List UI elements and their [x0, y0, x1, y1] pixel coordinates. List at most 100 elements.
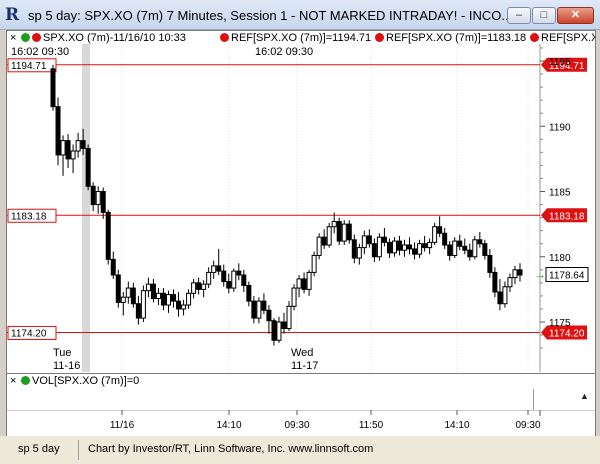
candle-body: [291, 287, 297, 307]
candle-body: [346, 223, 352, 241]
candle-body: [507, 277, 513, 288]
candle-body: [115, 274, 121, 303]
window-title: sp 5 day: SPX.XO (7m) 7 Minutes, Session…: [28, 8, 513, 23]
candle-body: [246, 284, 252, 302]
pane-close-icon[interactable]: ×: [10, 32, 17, 44]
candle-body: [326, 226, 332, 246]
candle-body: [517, 269, 523, 276]
ref-legend-item-1[interactable]: REF[SPX.XO (7m)]=1194.71: [220, 32, 371, 44]
reference-label-right-box: [541, 325, 587, 340]
candle-body: [85, 147, 91, 187]
candle-body: [140, 290, 146, 319]
status-credit: Chart by Investor/RT, Linn Software, Inc…: [88, 443, 374, 455]
candle-body: [432, 226, 438, 243]
time-label-left: 16:02 09:30: [11, 46, 70, 58]
y-tick-label: 1175: [549, 318, 571, 329]
candle-body: [296, 278, 302, 289]
x-tick-label: 11:50: [359, 420, 384, 431]
candle-body: [331, 221, 337, 228]
candle-body: [251, 300, 257, 319]
candle-body: [497, 291, 503, 305]
candle-body: [221, 270, 227, 283]
candle-body: [186, 292, 192, 306]
volume-legend: × VOL[SPX.XO (7m)]=0: [7, 373, 595, 390]
vol-pane-close-icon[interactable]: ×: [10, 375, 17, 387]
price-legend: × SPX.XO (7m)-11/16/10 10:33 REF[SPX.XO …: [7, 31, 595, 47]
ref-legend-item-3[interactable]: REF[SPX.XO (: [530, 32, 595, 44]
candle-body: [150, 283, 156, 300]
time-label-middle: 16:02 09:30: [255, 46, 314, 58]
candle-body: [321, 236, 327, 246]
price-chart[interactable]: 1194.71 1194.71 1183.18 1183.18 1174.20 1174.…: [7, 44, 595, 372]
candle-body: [105, 211, 111, 260]
candle-body: [50, 68, 56, 108]
candle-body: [502, 286, 508, 305]
candle-body: [236, 270, 242, 276]
minimize-button[interactable]: –: [507, 7, 531, 24]
reference-label-left: 1174.20: [11, 328, 47, 339]
candle-body: [60, 140, 66, 156]
candle-body: [181, 304, 187, 310]
series-legend-text: SPX.XO (7m)-11/16/10 10:33: [43, 32, 186, 44]
candle-body: [381, 236, 387, 243]
candle-body: [316, 236, 322, 256]
candle-body: [402, 244, 408, 251]
candle-body: [512, 269, 518, 279]
y-tick-label: 1195: [549, 57, 571, 68]
candle-body: [386, 241, 392, 254]
candle-body: [135, 303, 141, 319]
day-label-wed-day: Wed: [291, 347, 314, 359]
candle-body: [462, 245, 468, 251]
scroll-up-arrow-icon[interactable]: ▲: [580, 391, 589, 401]
red-dot-icon: [32, 33, 41, 42]
candle-body: [90, 185, 96, 206]
vol-legend-item[interactable]: VOL[SPX.XO (7m)]=0: [21, 375, 139, 387]
candle-body: [165, 294, 171, 306]
candle-body: [176, 300, 182, 310]
reference-label-left-box: [7, 325, 57, 340]
candle-body: [191, 282, 197, 294]
series-legend-item[interactable]: SPX.XO (7m)-11/16/10 10:33: [21, 32, 186, 44]
status-bar: sp 5 day Chart by Investor/RT, Linn Soft…: [0, 436, 600, 464]
x-tick-label: 09:30: [284, 420, 309, 431]
candle-body: [201, 283, 207, 290]
session-gap-band: [82, 44, 90, 372]
ref-legend-item-2[interactable]: REF[SPX.XO (7m)]=1183.18: [375, 32, 526, 44]
ref-legend-text-1: REF[SPX.XO (7m)]=1194.71: [231, 32, 372, 44]
reference-label-right-box: [541, 208, 587, 223]
reference-label-left: 1183.18: [11, 211, 47, 222]
candle-body: [487, 254, 493, 273]
candle-body: [100, 191, 106, 213]
y-tick-label: 1185: [549, 188, 571, 199]
candle-body: [427, 241, 433, 249]
candle-body: [457, 240, 463, 247]
green-dot-icon: [21, 33, 30, 42]
candle-body: [216, 265, 222, 272]
close-button[interactable]: ✕: [557, 7, 594, 24]
volume-pane[interactable]: ▲: [7, 389, 595, 410]
candle-body: [336, 221, 342, 242]
time-axis: 11/16 14:10 09:30 11:50 14:10 09:30: [7, 410, 595, 436]
candle-body: [452, 240, 458, 256]
candle-body: [482, 243, 488, 256]
candle-body: [341, 223, 347, 242]
candle-body: [391, 240, 397, 254]
reference-label-right: 1174.20: [549, 328, 585, 339]
x-tick-label: 14:10: [216, 420, 241, 431]
candle-body: [120, 296, 126, 303]
candle-body: [196, 282, 202, 290]
y-tick-label: 1180: [549, 253, 571, 264]
chart-background: [7, 44, 595, 372]
day-label-tue-date: 11-16: [53, 360, 81, 372]
candle-body: [417, 243, 423, 255]
maximize-button[interactable]: □: [532, 7, 556, 24]
candle-body: [80, 140, 86, 149]
last-price-label: 1178.64: [549, 270, 585, 281]
candle-body: [266, 309, 272, 322]
candle-body: [160, 292, 166, 306]
day-label-wed-date: 11-17: [291, 360, 319, 372]
candle-body: [442, 232, 448, 246]
candle-body: [371, 243, 377, 258]
reference-label-left-box: [7, 58, 57, 73]
green-dot-icon: [21, 376, 30, 385]
